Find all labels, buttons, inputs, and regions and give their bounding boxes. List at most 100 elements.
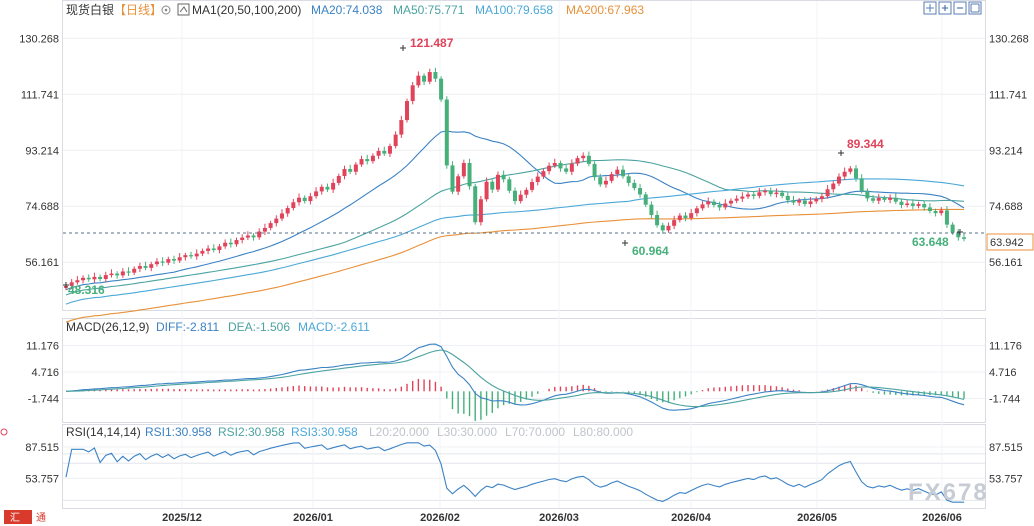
candle: [69, 279, 74, 290]
candle: [814, 196, 819, 204]
candle: [160, 257, 165, 267]
price-axis-left: 130.268 111.741 93.214 74.688 56.161: [19, 33, 59, 269]
zoom-in-icon[interactable]: [938, 1, 952, 15]
date-label: 2026/06: [922, 512, 962, 524]
candle: [569, 159, 574, 176]
period-label[interactable]: 【日线】: [114, 3, 162, 17]
candle: [905, 200, 910, 208]
rsi1-value: RSI1:30.958: [145, 425, 212, 439]
price-tick-label: 74.688: [25, 201, 59, 213]
rsi-axis: 87.515 87.515 53.757 53.757: [25, 442, 1022, 485]
candle: [711, 199, 716, 208]
candle: [120, 268, 125, 278]
rsi3-value: RSI3:30.958: [291, 425, 358, 439]
price-annotations: 121.487 48.316 60.964 89.344 63.648: [63, 36, 963, 297]
candle: [586, 151, 591, 167]
candle: [797, 198, 802, 206]
macd-label: MACD(26,12,9): [66, 320, 149, 334]
rsi-line: [65, 442, 964, 503]
settings-icon[interactable]: [161, 5, 171, 15]
candle: [717, 201, 722, 211]
ma200-value: MA200:67.963: [566, 3, 644, 17]
candle: [86, 274, 91, 282]
candle: [842, 167, 847, 180]
price-tick-label: 111.741: [21, 89, 59, 101]
candle: [171, 255, 176, 264]
candle: [655, 210, 660, 228]
candle: [370, 153, 375, 164]
candle: [757, 188, 762, 199]
rsi-l70-value: L70:70.000: [505, 425, 565, 439]
candle: [149, 261, 154, 272]
candle: [876, 193, 881, 205]
candle: [297, 193, 302, 206]
candle: [893, 193, 898, 205]
ma50-line: [65, 159, 965, 296]
macd-tick-label: 11.176: [989, 340, 1022, 352]
crosshair-icon[interactable]: [923, 1, 937, 15]
candle: [325, 183, 330, 192]
study-box-icon[interactable]: [177, 3, 190, 16]
candle: [223, 239, 228, 249]
chart-toolbar: [923, 1, 982, 15]
candle: [495, 171, 500, 192]
candle: [154, 258, 159, 267]
low-end-annotation: 63.648: [912, 235, 949, 249]
candle: [484, 177, 489, 202]
candle: [746, 191, 751, 199]
ma-study-label: MA1(20,50,100,200): [192, 3, 301, 17]
candle: [245, 231, 250, 241]
zoom-out-icon[interactable]: [953, 1, 967, 15]
candle: [342, 165, 347, 180]
candle: [319, 184, 324, 195]
macd-histogram: [70, 378, 965, 421]
rsi-tick-label: 53.757: [25, 473, 59, 485]
candle: [302, 195, 307, 204]
macd-macd-value: MACD:-2.611: [298, 320, 370, 334]
rsi-l30-value: L30:30.000: [437, 425, 497, 439]
low-mid-annotation: 60.964: [632, 244, 669, 258]
candle: [126, 267, 131, 276]
candle: [581, 152, 586, 162]
candle: [405, 98, 410, 123]
price-tick-label: 130.268: [19, 33, 59, 45]
rsi-config-icon[interactable]: [0, 428, 8, 436]
candle: [251, 233, 256, 241]
candle: [638, 183, 643, 198]
candle: [137, 262, 142, 273]
price-tick-label: 93.214: [989, 145, 1023, 157]
candle: [530, 178, 535, 193]
candle: [143, 261, 148, 271]
date-label: 2026/02: [420, 512, 460, 524]
candle: [228, 238, 233, 248]
candle: [274, 215, 279, 227]
candle: [314, 187, 319, 199]
candle: [81, 275, 86, 284]
rsi-lines: [65, 442, 964, 503]
price-tick-label: 130.268: [989, 33, 1029, 45]
moving-average-lines: [65, 130, 965, 323]
candle: [353, 162, 358, 176]
candle: [234, 237, 239, 247]
logo-mark: 汇: [10, 511, 20, 524]
candle: [490, 179, 495, 193]
candle: [734, 195, 739, 204]
candle: [626, 173, 631, 187]
grid-lines: [63, 1, 985, 508]
candle: [279, 209, 284, 222]
ma100-line: [65, 178, 965, 305]
rsi2-value: RSI2:30.958: [218, 425, 285, 439]
price-tick-label: 93.214: [25, 145, 59, 157]
candle: [643, 191, 648, 208]
candle: [518, 190, 523, 204]
candle: [336, 173, 341, 186]
rsi-l20-value: L20:20.000: [369, 425, 429, 439]
candle: [98, 274, 103, 282]
candle: [115, 271, 120, 279]
fullscreen-icon[interactable]: [968, 1, 982, 15]
candle: [240, 234, 245, 244]
macd-diff-value: DIFF:-2.811: [156, 320, 219, 334]
candle: [768, 187, 773, 197]
candle: [728, 198, 733, 207]
